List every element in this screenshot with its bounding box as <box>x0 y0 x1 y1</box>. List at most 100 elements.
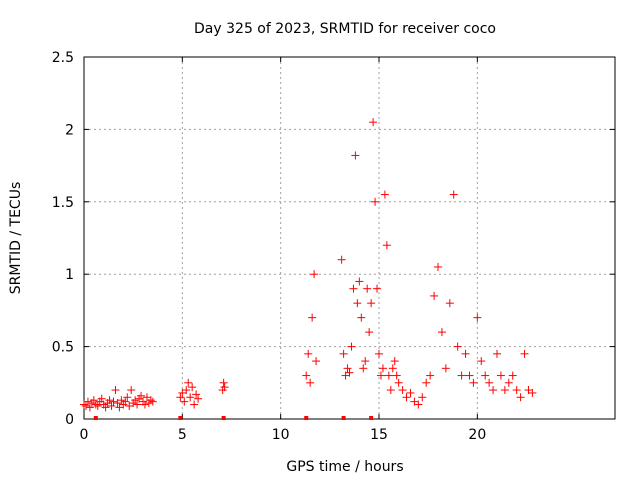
data-point <box>180 397 189 406</box>
data-point <box>430 291 439 300</box>
data-point <box>97 394 106 403</box>
plot-frame <box>83 56 616 420</box>
data-point <box>375 349 383 358</box>
data-point <box>445 299 454 308</box>
data-point <box>465 371 474 380</box>
data-point <box>485 378 494 387</box>
zero-marker <box>178 416 183 420</box>
y-tick-label: 1.5 <box>52 195 74 211</box>
data-point <box>365 328 374 337</box>
data-point <box>388 364 397 373</box>
data-point <box>361 357 370 366</box>
x-tick-label: 10 <box>272 427 290 443</box>
data-point <box>347 342 356 351</box>
data-point <box>508 371 517 380</box>
data-point <box>453 342 462 351</box>
data-point <box>83 397 92 406</box>
data-point <box>137 391 146 400</box>
data-point <box>496 371 505 380</box>
data-point <box>528 388 537 397</box>
data-point <box>520 349 529 358</box>
data-point <box>306 378 315 387</box>
data-point <box>192 390 201 399</box>
data-point <box>426 371 435 380</box>
data-point <box>489 386 498 395</box>
data-point <box>308 313 317 322</box>
data-point <box>376 371 385 380</box>
data-point <box>140 400 149 409</box>
x-tick-label: 0 <box>80 427 89 443</box>
data-point <box>184 378 193 387</box>
data-point <box>363 284 372 293</box>
data-point <box>133 400 142 409</box>
zero-marker <box>221 416 226 420</box>
y-tick-label: 1 <box>65 267 74 283</box>
data-point <box>337 255 346 264</box>
data-point <box>117 396 126 405</box>
data-point <box>469 378 478 387</box>
data-point <box>85 403 94 412</box>
data-point <box>105 396 114 405</box>
y-tick-label: 2.5 <box>52 50 74 66</box>
y-axis-label: SRMTID / TECUs <box>8 182 24 295</box>
data-point <box>81 401 90 410</box>
data-point <box>516 393 525 402</box>
data-point <box>367 299 376 308</box>
zero-marker <box>341 416 346 420</box>
zero-marker <box>369 416 374 420</box>
gridlines <box>84 57 615 419</box>
zero-marker <box>93 416 98 420</box>
y-tick-label: 2 <box>65 122 74 138</box>
data-point <box>127 386 136 395</box>
data-point <box>418 393 427 402</box>
data-point <box>89 396 98 405</box>
chart-title: Day 325 of 2023, SRMTID for receiver coc… <box>194 21 496 37</box>
data-point <box>351 151 360 160</box>
data-point <box>441 364 450 373</box>
data-point <box>504 378 513 387</box>
data-point <box>107 401 116 410</box>
data-point <box>304 349 313 358</box>
data-point <box>461 349 470 358</box>
data-point <box>437 328 446 337</box>
data-point <box>392 371 401 380</box>
data-point <box>339 349 348 358</box>
data-point <box>369 118 378 127</box>
data-point <box>373 284 382 293</box>
x-tick-label: 15 <box>370 427 388 443</box>
data-point <box>434 262 442 271</box>
data-point <box>512 386 521 395</box>
x-tick-label: 20 <box>468 427 486 443</box>
data-point <box>312 357 321 366</box>
data-point <box>123 393 132 402</box>
data-point <box>402 393 411 402</box>
data-point <box>380 190 389 199</box>
data-point <box>111 386 120 395</box>
data-points <box>80 118 537 420</box>
data-point <box>457 371 466 380</box>
data-point <box>386 386 395 395</box>
data-point <box>355 277 364 286</box>
data-point <box>384 371 393 380</box>
data-point <box>176 393 185 402</box>
data-point <box>121 397 130 406</box>
data-point <box>477 357 486 366</box>
data-point <box>109 397 118 406</box>
data-point <box>182 386 191 395</box>
data-point <box>101 403 110 412</box>
data-point <box>406 388 415 397</box>
data-point <box>493 349 501 358</box>
data-point <box>500 386 509 395</box>
data-point <box>398 386 407 395</box>
data-point <box>194 394 203 403</box>
data-point <box>353 299 362 308</box>
data-point <box>188 383 197 392</box>
data-point <box>357 313 366 322</box>
data-point <box>343 364 352 373</box>
data-point <box>449 190 458 199</box>
data-point <box>378 364 387 373</box>
data-point <box>146 396 155 405</box>
data-point <box>93 401 102 410</box>
data-point <box>219 378 228 387</box>
